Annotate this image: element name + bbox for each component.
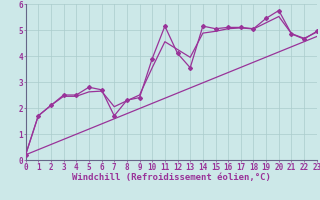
X-axis label: Windchill (Refroidissement éolien,°C): Windchill (Refroidissement éolien,°C) [72,173,271,182]
